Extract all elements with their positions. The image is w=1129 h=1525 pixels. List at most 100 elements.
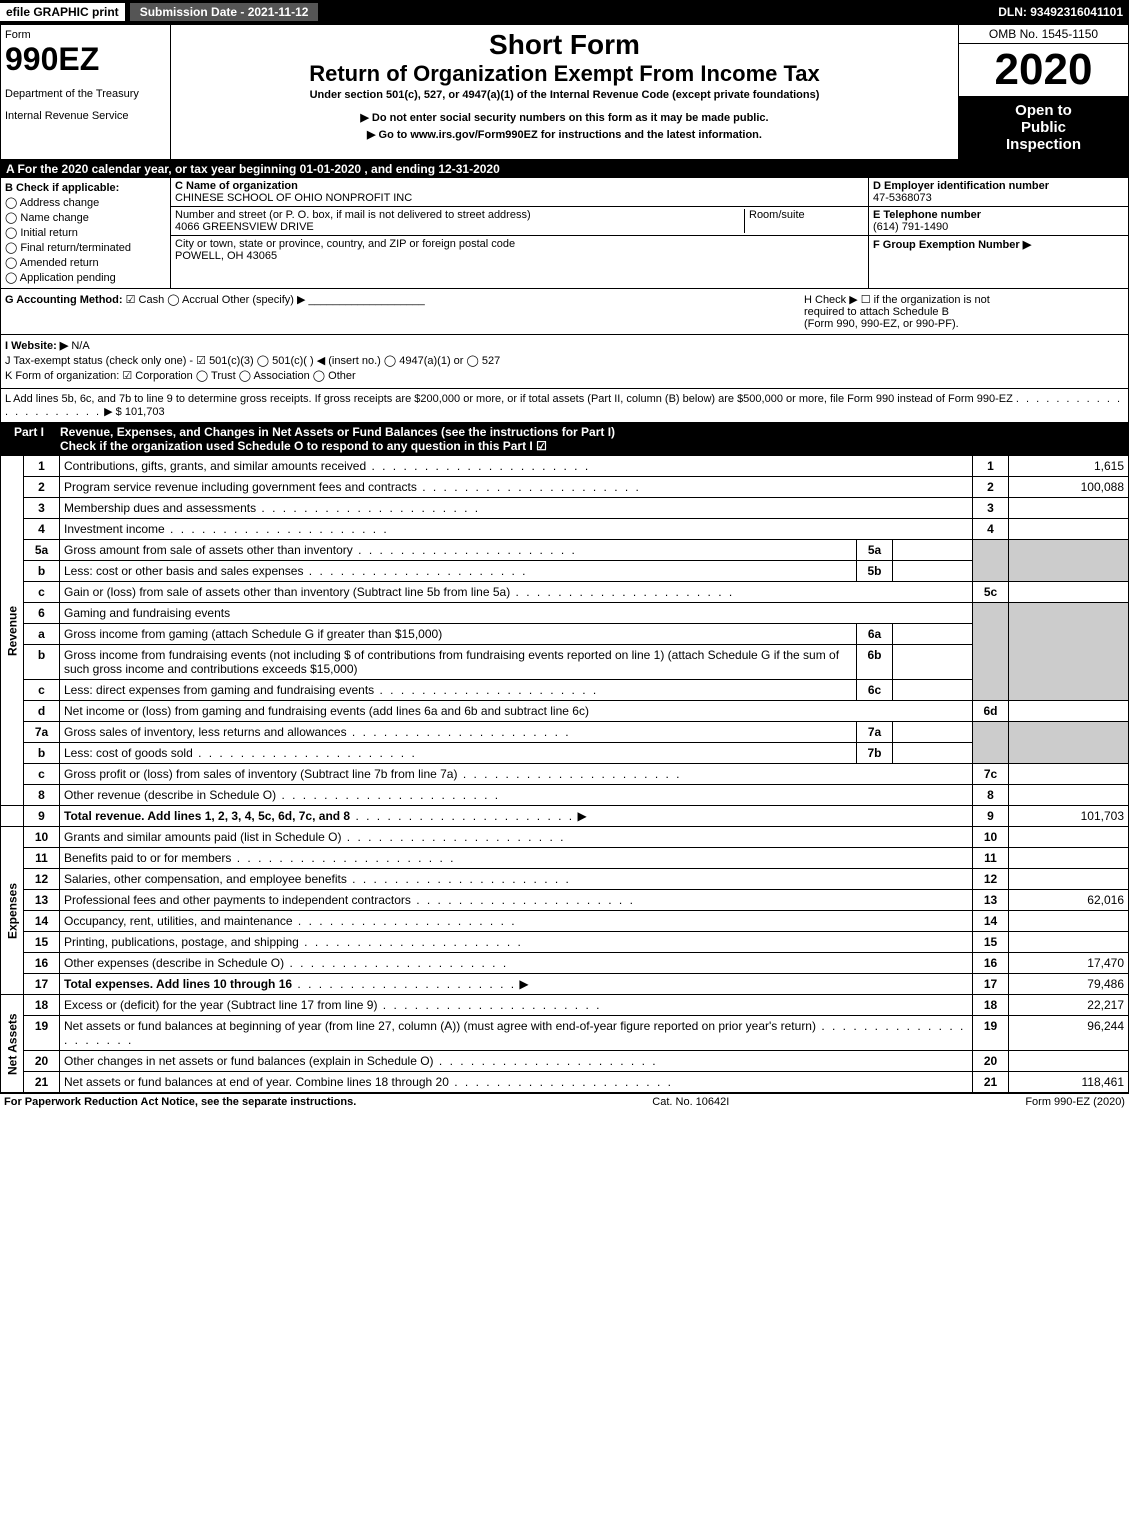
line-5ab-shade — [973, 540, 1009, 582]
line-5b-sv — [893, 561, 973, 582]
line-17-ln: 17 — [973, 974, 1009, 995]
line-9-val: 101,703 — [1009, 806, 1129, 827]
line-4-val — [1009, 519, 1129, 540]
line-19-desc: Net assets or fund balances at beginning… — [60, 1016, 973, 1051]
line-7ab-shade-val — [1009, 722, 1129, 764]
inspection-notice: Open to Public Inspection — [959, 96, 1128, 159]
line-5a-sv — [893, 540, 973, 561]
line-6b-num: b — [24, 645, 60, 680]
inspection-line2: Public — [961, 119, 1126, 136]
org-addr-label: Number and street (or P. O. box, if mail… — [175, 209, 531, 221]
line-4-num: 4 — [24, 519, 60, 540]
table-row: b Gross income from fundraising events (… — [1, 645, 1129, 680]
chk-initial-return[interactable]: ◯ Initial return — [5, 226, 166, 239]
table-row: 6 Gaming and fundraising events — [1, 603, 1129, 624]
omb-number: OMB No. 1545-1150 — [959, 25, 1128, 44]
chk-final-return[interactable]: ◯ Final return/terminated — [5, 241, 166, 254]
table-row: 8 Other revenue (describe in Schedule O)… — [1, 785, 1129, 806]
dept-treasury: Department of the Treasury — [5, 88, 166, 100]
line-2-desc: Program service revenue including govern… — [60, 477, 973, 498]
accounting-accrual[interactable]: Accrual — [182, 294, 219, 306]
table-row: b Less: cost or other basis and sales ex… — [1, 561, 1129, 582]
section-c: C Name of organization CHINESE SCHOOL OF… — [171, 178, 868, 288]
part-i-label: Part I — [6, 425, 52, 453]
line-17-desc: Total expenses. Add lines 10 through 16 … — [60, 974, 973, 995]
line-6c-num: c — [24, 680, 60, 701]
table-row: 7a Gross sales of inventory, less return… — [1, 722, 1129, 743]
line-5c-desc: Gain or (loss) from sale of assets other… — [60, 582, 973, 603]
return-subtitle: Under section 501(c), 527, or 4947(a)(1)… — [175, 89, 954, 101]
table-row: c Gain or (loss) from sale of assets oth… — [1, 582, 1129, 603]
tel-row: E Telephone number (614) 791-1490 — [869, 207, 1128, 236]
line-15-num: 15 — [24, 932, 60, 953]
chk-amended-return[interactable]: ◯ Amended return — [5, 256, 166, 269]
line-7ab-shade — [973, 722, 1009, 764]
chk-address-change[interactable]: ◯ Address change — [5, 196, 166, 209]
line-10-num: 10 — [24, 827, 60, 848]
line-3-desc: Membership dues and assessments — [60, 498, 973, 519]
line-19-val: 96,244 — [1009, 1016, 1129, 1051]
part-i-check-o-mark[interactable]: ☑ — [536, 439, 547, 453]
section-l-text: L Add lines 5b, 6c, and 7b to line 9 to … — [5, 393, 1013, 405]
line-4-desc: Investment income — [60, 519, 973, 540]
chk-application-pending[interactable]: ◯ Application pending — [5, 271, 166, 284]
ein-label: D Employer identification number — [873, 180, 1049, 192]
line-18-desc: Excess or (deficit) for the year (Subtra… — [60, 995, 973, 1016]
ein-value: 47-5368073 — [873, 192, 932, 204]
line-9-desc: Total revenue. Add lines 1, 2, 3, 4, 5c,… — [60, 806, 973, 827]
dln-label: DLN: 93492316041101 — [998, 5, 1129, 19]
tax-year: 2020 — [959, 44, 1128, 96]
line-6c-desc: Less: direct expenses from gaming and fu… — [60, 680, 857, 701]
line-9-ln: 9 — [973, 806, 1009, 827]
line-20-num: 20 — [24, 1051, 60, 1072]
line-7a-sn: 7a — [857, 722, 893, 743]
line-21-val: 118,461 — [1009, 1072, 1129, 1093]
org-addr-value: 4066 GREENSVIEW DRIVE — [175, 221, 314, 233]
table-row: c Gross profit or (loss) from sales of i… — [1, 764, 1129, 785]
table-row: 3 Membership dues and assessments 3 — [1, 498, 1129, 519]
line-5c-num: c — [24, 582, 60, 603]
line-6b-sn: 6b — [857, 645, 893, 680]
chk-name-change[interactable]: ◯ Name change — [5, 211, 166, 224]
line-6-shade-val — [1009, 603, 1129, 701]
room-suite-label: Room/suite — [744, 209, 864, 233]
line-6-num: 6 — [24, 603, 60, 624]
table-row: 2 Program service revenue including gove… — [1, 477, 1129, 498]
line-6c-sn: 6c — [857, 680, 893, 701]
line-15-desc: Printing, publications, postage, and shi… — [60, 932, 973, 953]
line-6a-sv — [893, 624, 973, 645]
accounting-method-label: G Accounting Method: — [5, 294, 123, 306]
line-10-desc: Grants and similar amounts paid (list in… — [60, 827, 973, 848]
line-8-desc: Other revenue (describe in Schedule O) — [60, 785, 973, 806]
line-6b-sv — [893, 645, 973, 680]
line-6a-num: a — [24, 624, 60, 645]
line-2-val: 100,088 — [1009, 477, 1129, 498]
goto-link[interactable]: ▶ Go to www.irs.gov/Form990EZ for instru… — [175, 128, 954, 141]
section-l: L Add lines 5b, 6c, and 7b to line 9 to … — [0, 389, 1129, 423]
section-l-amount: ▶ $ 101,703 — [104, 406, 164, 418]
line-5b-num: b — [24, 561, 60, 582]
part-i-title-text: Revenue, Expenses, and Changes in Net As… — [60, 425, 615, 439]
efile-print-label[interactable]: efile GRAPHIC print — [0, 3, 125, 21]
line-12-ln: 12 — [973, 869, 1009, 890]
line-13-ln: 13 — [973, 890, 1009, 911]
short-form-title: Short Form — [175, 29, 954, 61]
org-name-label: C Name of organization — [175, 180, 298, 192]
line-7a-num: 7a — [24, 722, 60, 743]
tel-label: E Telephone number — [873, 209, 981, 221]
line-18-ln: 18 — [973, 995, 1009, 1016]
line-5a-desc: Gross amount from sale of assets other t… — [60, 540, 857, 561]
part-i-title: Revenue, Expenses, and Changes in Net As… — [60, 425, 1123, 453]
line-12-desc: Salaries, other compensation, and employ… — [60, 869, 973, 890]
line-14-val — [1009, 911, 1129, 932]
table-row: 5a Gross amount from sale of assets othe… — [1, 540, 1129, 561]
line-20-ln: 20 — [973, 1051, 1009, 1072]
line-5b-sn: 5b — [857, 561, 893, 582]
form-header: Form 990EZ Department of the Treasury In… — [0, 24, 1129, 160]
header-right: OMB No. 1545-1150 2020 Open to Public In… — [958, 25, 1128, 159]
accounting-cash[interactable]: Cash — [139, 294, 165, 306]
accounting-other[interactable]: Other (specify) ▶ — [222, 294, 306, 306]
table-row: 13 Professional fees and other payments … — [1, 890, 1129, 911]
line-5a-sn: 5a — [857, 540, 893, 561]
line-20-val — [1009, 1051, 1129, 1072]
